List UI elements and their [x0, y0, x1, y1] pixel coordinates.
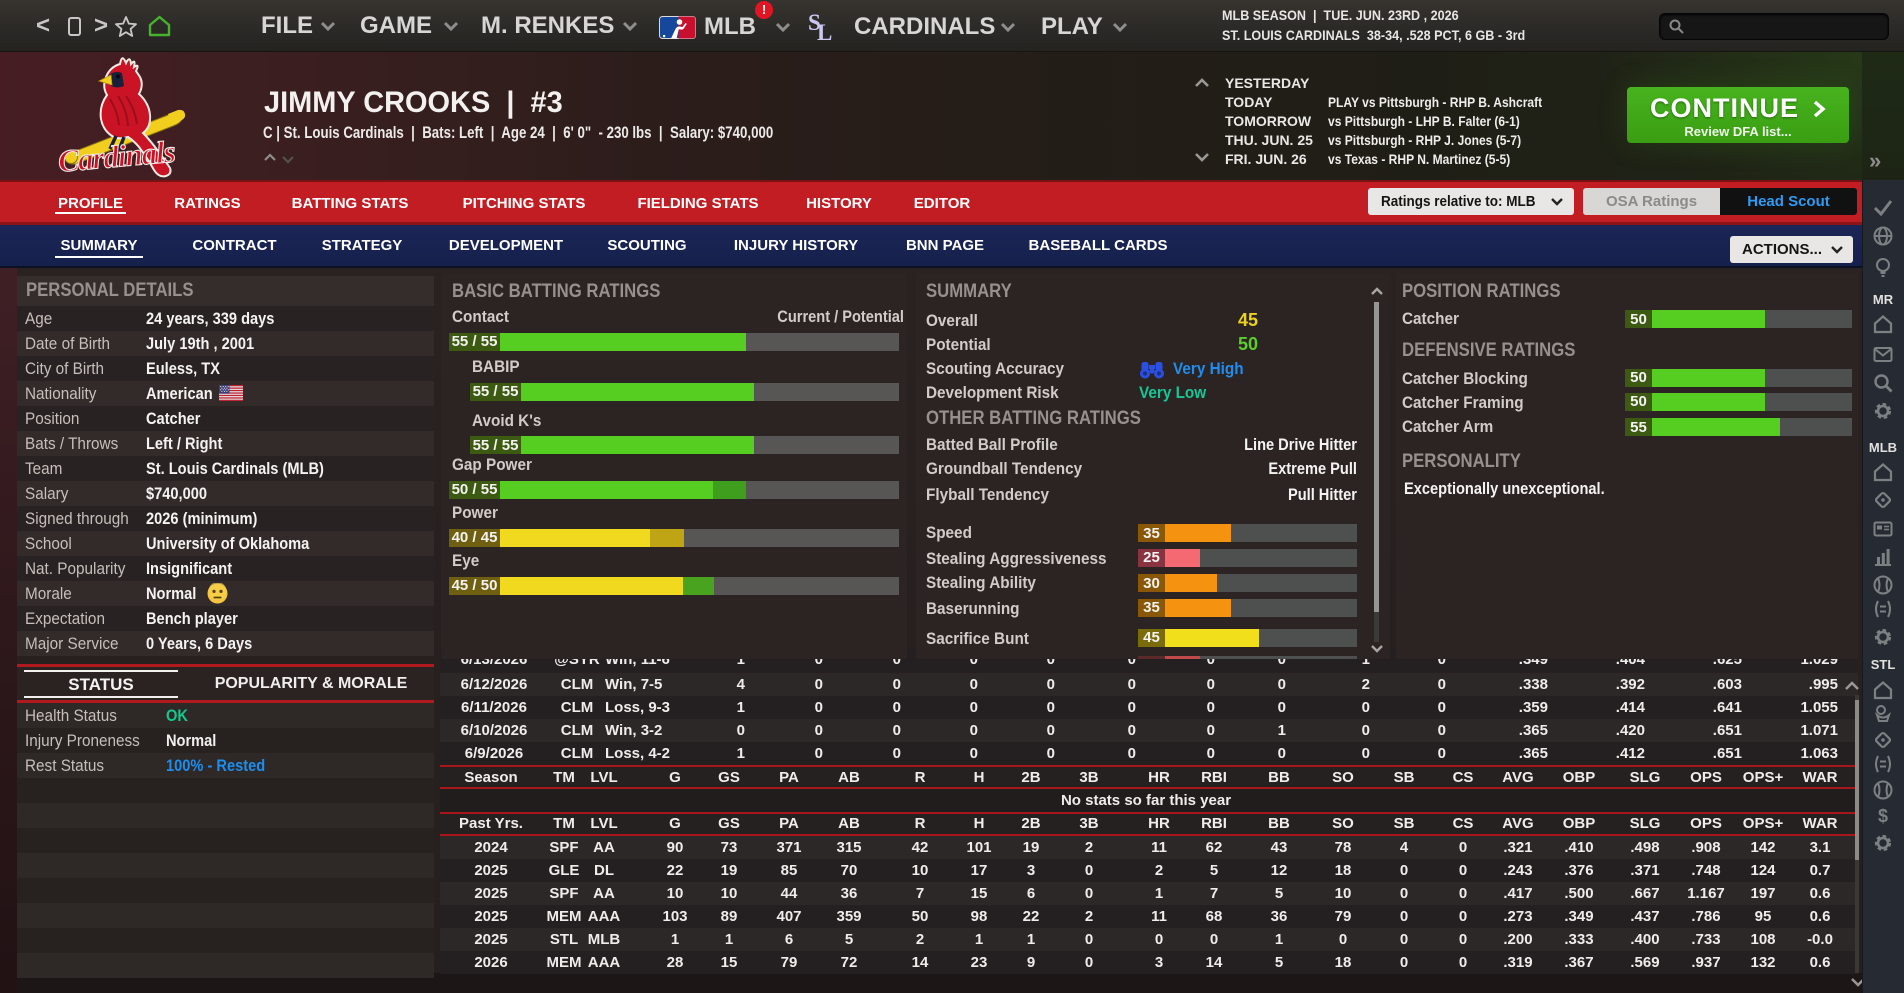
svg-text:S: S: [808, 10, 821, 35]
svg-text:L: L: [817, 20, 832, 45]
svg-text:$: $: [1878, 806, 1888, 826]
